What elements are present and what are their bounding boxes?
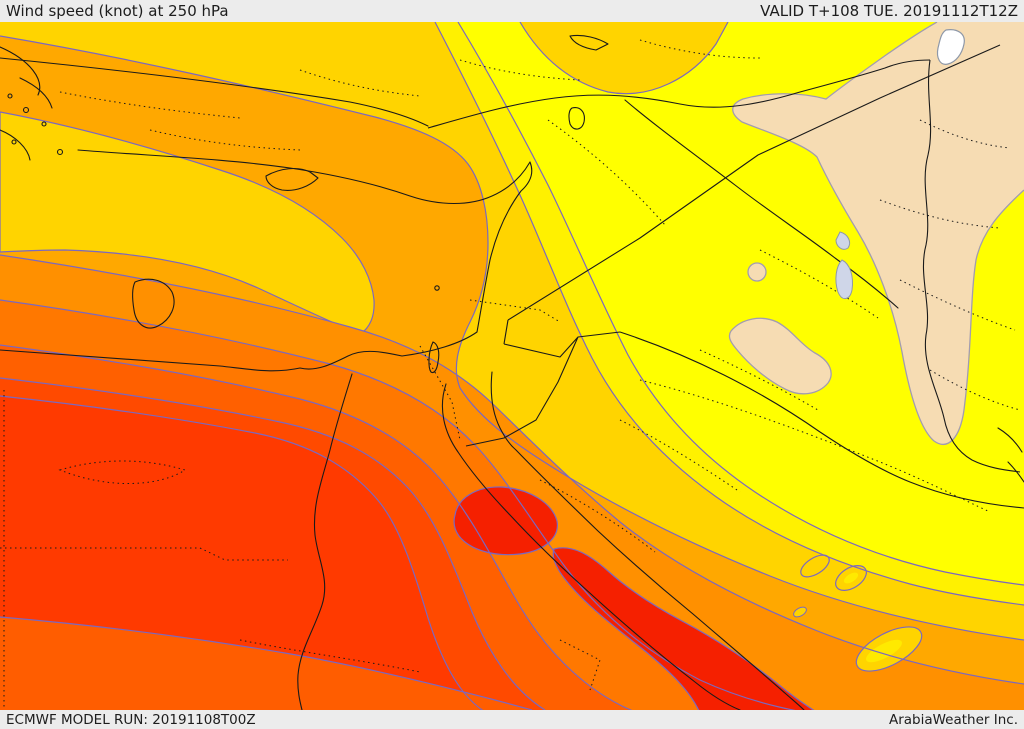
- wind-speed-map: [0, 22, 1024, 710]
- greek-island: [56, 148, 64, 156]
- greek-island: [11, 139, 17, 145]
- contour-line: [519, 22, 729, 95]
- contour-line: [434, 22, 1024, 606]
- border-sudan-egypt-inner: [539, 479, 656, 553]
- deep-red-core-southeast: [552, 547, 815, 710]
- wind-speed-bands: [0, 22, 1024, 710]
- contour-line: [457, 22, 1024, 586]
- lake-habbaniyah: [835, 259, 853, 299]
- border-turkey-syria-iraq: [427, 59, 931, 129]
- contour-line: [0, 344, 633, 710]
- aegean-coast: [0, 46, 53, 161]
- gold-islands-southeast: [793, 554, 923, 672]
- border-turkey-provinces: [59, 39, 761, 151]
- contour-lines: [0, 22, 1024, 710]
- map-title: Wind speed (knot) at 250 hPa: [6, 2, 229, 20]
- beige-boundary-line: [732, 22, 1024, 445]
- greek-island: [41, 121, 47, 127]
- header-bar: Wind speed (knot) at 250 hPa VALID T+108…: [0, 0, 1024, 22]
- black-sea-coast: [0, 57, 429, 127]
- contour-line: [0, 35, 1024, 641]
- beige-blob-small: [747, 262, 767, 282]
- lake-urmia: [936, 29, 965, 65]
- country-borders-dotted: [0, 39, 1021, 708]
- border-iraq-inner: [759, 249, 879, 319]
- red-sea-west-coast: [441, 383, 741, 710]
- mediterranean-levant-coast: [0, 149, 533, 372]
- lakes: [835, 29, 965, 299]
- contour-line: [0, 254, 1024, 685]
- euphrates-river: [624, 99, 899, 309]
- contour-line: [0, 395, 484, 710]
- border-egypt-sudan: [0, 547, 288, 561]
- border-israel-jordan: [503, 319, 509, 345]
- contour-line: [0, 616, 533, 710]
- border-jordan-stripes-area: [619, 349, 819, 493]
- red-sea-east-coast: [490, 371, 805, 710]
- border-iraq-iran: [922, 59, 1021, 473]
- gold-channel-anatolia: [0, 111, 375, 335]
- sea-of-galilee: [434, 285, 440, 291]
- contour-line: [0, 377, 546, 710]
- border-syria-jordan: [469, 299, 561, 323]
- lake-van-outline: [569, 34, 609, 51]
- greek-island: [7, 93, 13, 99]
- band-southwest-decrease: [0, 617, 532, 710]
- model-run-label: ECMWF MODEL RUN: 20191108T00Z: [6, 711, 256, 728]
- border-sudan-area: [239, 639, 601, 691]
- border-egypt-israel: [419, 345, 461, 441]
- dead-sea: [428, 341, 440, 374]
- beige-low-wind-region: [728, 22, 1024, 445]
- lake-tharthar: [835, 231, 851, 250]
- cyprus-island: [265, 167, 319, 191]
- coastlines-rivers: [0, 34, 1024, 710]
- greek-island: [22, 106, 30, 114]
- border-jordan-saudi-zigzag: [465, 331, 621, 447]
- brand-label: ArabiaWeather Inc.: [888, 711, 1018, 728]
- beige-wedge-iran: [732, 22, 1024, 445]
- beige-lobe-kidney: [728, 317, 832, 395]
- border-jordan-iraq-diagonal: [507, 44, 1001, 321]
- nile-river: [297, 373, 353, 710]
- rhodes-island: [132, 278, 175, 329]
- valid-time-label: VALID T+108 TUE. 20191112T12Z: [760, 2, 1018, 20]
- contour-line: [0, 299, 796, 710]
- lake-tuz-outline: [568, 107, 585, 130]
- footer-bar: ECMWF MODEL RUN: 20191108T00Z ArabiaWeat…: [0, 710, 1024, 729]
